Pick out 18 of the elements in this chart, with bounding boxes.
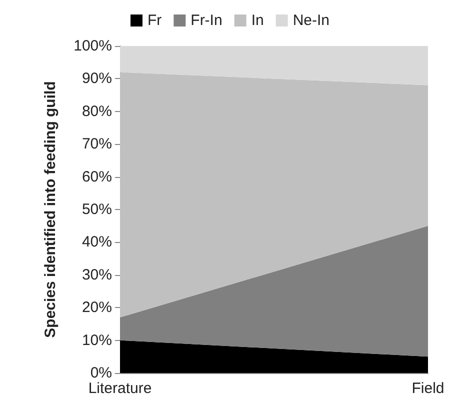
legend-label: In (251, 12, 264, 29)
y-axis-title: Species identified into feeding guild (42, 81, 59, 338)
legend-label: Ne-In (292, 12, 330, 29)
y-tick-label: 70% (82, 136, 112, 153)
y-tick-label: 0% (90, 364, 112, 382)
y-tick-label: 20% (82, 299, 112, 316)
y-tick-label: 60% (82, 168, 112, 186)
x-tick-label: Field (412, 380, 444, 397)
x-tick-label: Literature (88, 380, 152, 397)
y-tick-label: 80% (82, 102, 112, 120)
y-tick-label: 30% (82, 266, 112, 284)
legend-label: Fr-In (190, 12, 222, 29)
y-tick-label: 40% (82, 234, 112, 251)
y-tick-label: 100% (74, 38, 112, 54)
y-tick-label: 10% (82, 332, 112, 349)
y-tick-label: 50% (82, 201, 112, 218)
legend-label: Fr (147, 12, 162, 29)
y-tick-label: 90% (82, 70, 112, 88)
